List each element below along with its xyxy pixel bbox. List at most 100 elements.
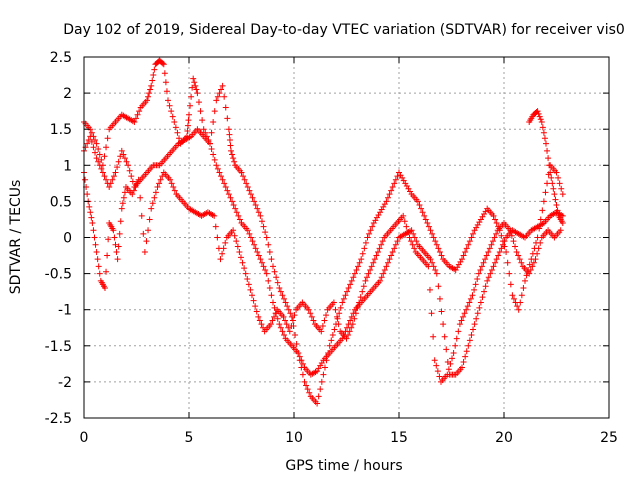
data-point <box>211 212 218 219</box>
data-point <box>460 359 467 366</box>
data-point <box>360 283 367 290</box>
data-point <box>130 187 137 194</box>
data-point <box>168 108 175 115</box>
data-point <box>285 306 292 313</box>
data-point <box>394 238 401 245</box>
data-point <box>103 176 110 183</box>
data-point <box>191 79 198 86</box>
y-tick-label: -0.5 <box>45 267 72 283</box>
data-point <box>543 140 549 147</box>
data-point <box>189 84 196 91</box>
data-point <box>347 317 354 324</box>
data-point <box>384 259 391 266</box>
data-point <box>465 241 472 248</box>
data-point <box>552 196 559 203</box>
data-point <box>555 174 562 181</box>
data-point <box>192 82 199 89</box>
data-point <box>536 113 543 120</box>
data-point <box>260 263 267 270</box>
data-point <box>356 299 363 306</box>
data-point <box>238 169 245 176</box>
data-point <box>321 364 328 371</box>
data-point <box>432 238 439 245</box>
data-point <box>273 274 280 281</box>
data-point <box>241 265 248 272</box>
data-point <box>258 321 265 328</box>
data-point <box>468 234 475 241</box>
data-point <box>391 180 398 187</box>
data-point <box>266 285 273 292</box>
data-point <box>131 118 138 125</box>
data-point <box>263 234 270 241</box>
data-point <box>227 194 234 201</box>
data-point <box>85 137 92 144</box>
data-point <box>345 331 352 338</box>
data-point <box>539 207 546 214</box>
data-point <box>249 238 256 245</box>
data-point <box>351 270 358 277</box>
data-point <box>136 108 143 115</box>
data-point <box>211 108 218 115</box>
data-point <box>87 209 94 216</box>
data-point <box>507 227 514 234</box>
data-point <box>151 66 158 73</box>
data-point <box>550 185 557 192</box>
data-point <box>169 113 176 120</box>
y-tick-label: -1 <box>58 303 72 319</box>
data-point <box>287 310 294 317</box>
data-point <box>185 117 192 124</box>
data-point <box>486 245 493 252</box>
data-point <box>88 214 95 221</box>
data-point <box>530 259 537 266</box>
data-point <box>544 180 551 187</box>
data-point <box>268 292 275 299</box>
data-point <box>436 248 443 255</box>
data-point <box>165 97 171 104</box>
data-point <box>358 256 365 263</box>
series-trace-c <box>81 169 564 385</box>
data-point <box>200 126 207 133</box>
data-point <box>197 108 204 115</box>
data-point <box>484 277 491 284</box>
data-point <box>149 200 156 207</box>
data-point <box>210 118 217 125</box>
data-point <box>542 189 549 196</box>
data-point <box>295 350 302 357</box>
data-point <box>251 241 258 248</box>
data-point <box>535 245 542 252</box>
data-point <box>526 270 533 277</box>
data-point <box>115 158 122 165</box>
y-tick-labels: -2.5 -2 -1.5 -1 -0.5 0 0.5 1 1.5 2 2.5 <box>45 50 72 427</box>
data-point <box>455 328 462 335</box>
data-point <box>144 97 150 104</box>
data-point <box>537 116 544 123</box>
data-point <box>281 331 288 338</box>
data-point <box>422 216 429 223</box>
data-point <box>487 270 494 277</box>
data-point <box>103 268 110 275</box>
data-point <box>359 250 366 257</box>
data-point <box>509 292 516 299</box>
data-point <box>429 259 436 266</box>
data-point <box>329 331 336 338</box>
data-point <box>558 185 565 192</box>
data-point <box>489 238 496 245</box>
data-point <box>98 165 105 172</box>
data-point <box>154 183 161 190</box>
data-point <box>296 353 303 360</box>
data-point <box>270 263 276 270</box>
data-point <box>556 180 563 187</box>
y-tick-label: 2.5 <box>50 50 72 66</box>
data-point <box>452 342 459 349</box>
data-point <box>246 230 253 237</box>
data-point <box>195 99 202 106</box>
data-point <box>104 135 111 142</box>
data-point <box>207 140 213 147</box>
data-point <box>408 227 415 234</box>
data-point <box>482 256 489 263</box>
data-point <box>418 205 425 212</box>
data-point <box>490 263 497 270</box>
data-point <box>90 227 97 234</box>
data-point <box>310 317 317 324</box>
data-point <box>260 223 267 230</box>
